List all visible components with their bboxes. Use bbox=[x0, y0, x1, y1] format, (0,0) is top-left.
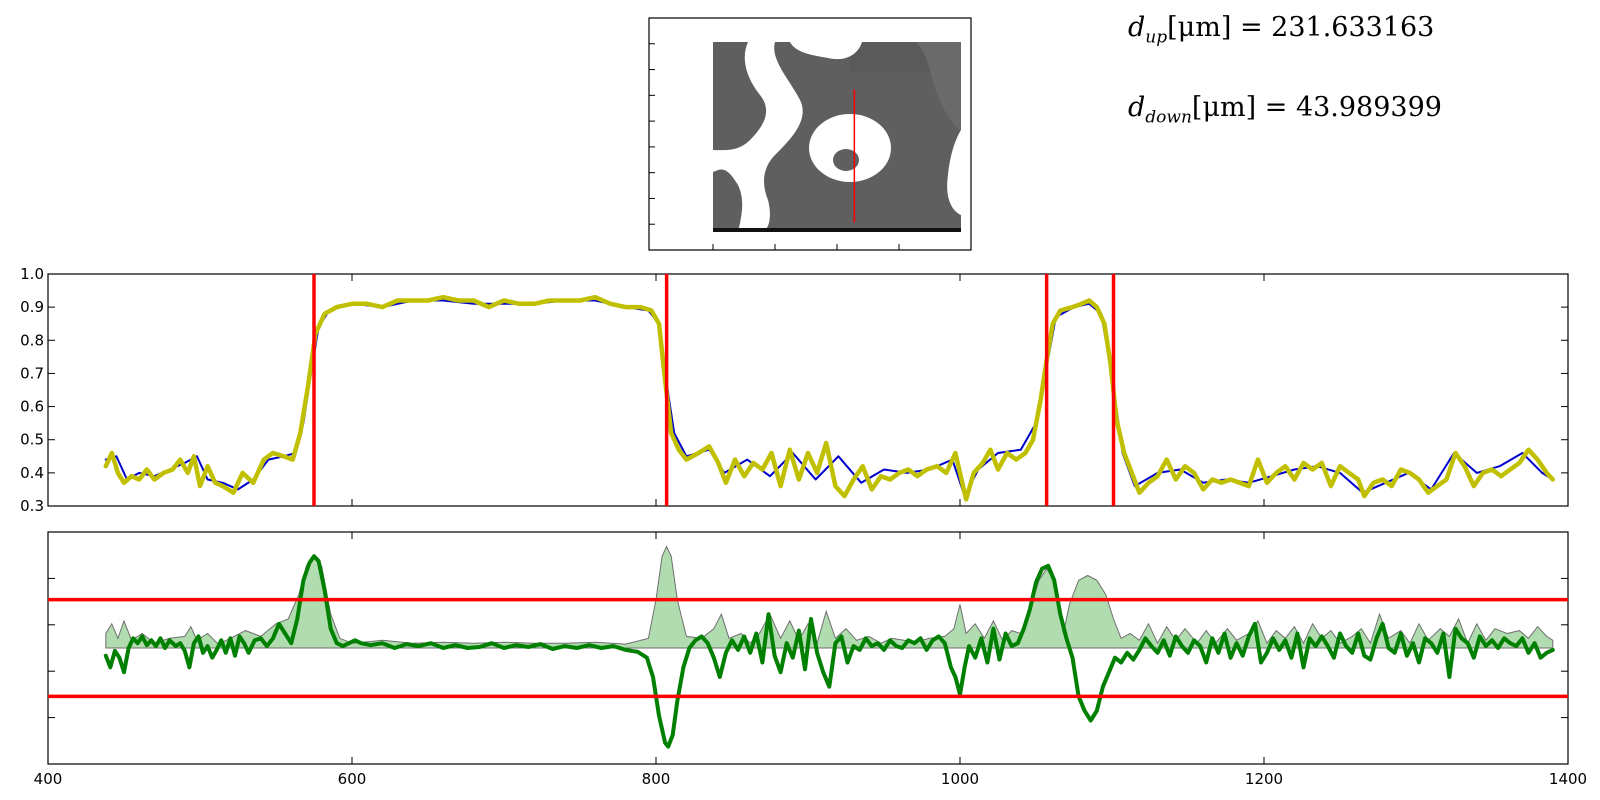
inset-dark-right-upper bbox=[915, 42, 961, 130]
y-tick-label: 0.7 bbox=[20, 364, 44, 382]
x-tick-label: 600 bbox=[338, 770, 367, 788]
x-tick-label: 1400 bbox=[1549, 770, 1587, 788]
d-up-subscript: up bbox=[1145, 27, 1168, 48]
x-tick-label: 800 bbox=[642, 770, 671, 788]
intensity-smooth-line bbox=[103, 294, 1556, 502]
d-down-symbol: d bbox=[1128, 92, 1146, 123]
inset-ring-outer bbox=[809, 114, 891, 182]
inset-bottom-bar bbox=[713, 228, 961, 232]
y-tick-label: 0.9 bbox=[20, 298, 44, 316]
y-tick-label: 1.0 bbox=[20, 265, 44, 283]
inset-ring-hole bbox=[833, 149, 859, 171]
inset-bright-band-left bbox=[713, 42, 803, 232]
d-down-unit: [μm] bbox=[1191, 92, 1257, 123]
x-tick-label: 1000 bbox=[941, 770, 979, 788]
y-tick-label: 0.3 bbox=[20, 497, 44, 515]
inset-bright-right-edge bbox=[947, 130, 961, 215]
y-tick-label: 0.4 bbox=[20, 464, 44, 482]
intensity-plot-ticks bbox=[47, 273, 1569, 507]
derivative-plot-ticks bbox=[47, 532, 1569, 764]
x-tick-label: 400 bbox=[34, 770, 63, 788]
inset-ticks bbox=[649, 43, 900, 250]
y-tick-label: 0.6 bbox=[20, 398, 44, 416]
d-up-value: 231.633163 bbox=[1271, 12, 1435, 43]
inset-bright-blob-top bbox=[790, 42, 862, 60]
d-up-equals: = bbox=[1231, 12, 1272, 43]
d-down-subscript: down bbox=[1145, 107, 1192, 128]
intensity-y-tick-labels: 0.3 0.4 0.5 0.6 0.7 0.8 0.9 1.0 bbox=[20, 265, 44, 515]
d-down-equals: = bbox=[1256, 92, 1296, 123]
derivative-plot: 400 600 800 1000 1200 1400 bbox=[34, 531, 1587, 788]
d-down-value: 43.989399 bbox=[1295, 92, 1442, 123]
d-up-symbol: d bbox=[1128, 12, 1146, 43]
intensity-series bbox=[103, 294, 1556, 502]
derivative-series bbox=[48, 545, 1568, 749]
d-up-equation: dup[μm] = 231.633163 bbox=[1128, 12, 1434, 47]
d-down-equation: ddown[μm] = 43.989399 bbox=[1128, 92, 1442, 127]
d-up-unit: [μm] bbox=[1167, 12, 1232, 43]
derivative-line bbox=[103, 554, 1555, 749]
edge-markers bbox=[312, 274, 1116, 506]
y-tick-label: 0.5 bbox=[20, 431, 44, 449]
intensity-plot: 0.3 0.4 0.5 0.6 0.7 0.8 0.9 1.0 bbox=[20, 265, 1569, 515]
x-tick-label: 1200 bbox=[1245, 770, 1283, 788]
inset-image bbox=[713, 42, 961, 232]
derivative-x-tick-labels: 400 600 800 1000 1200 1400 bbox=[34, 770, 1587, 788]
inset-panel bbox=[648, 17, 972, 251]
y-tick-label: 0.8 bbox=[20, 331, 44, 349]
